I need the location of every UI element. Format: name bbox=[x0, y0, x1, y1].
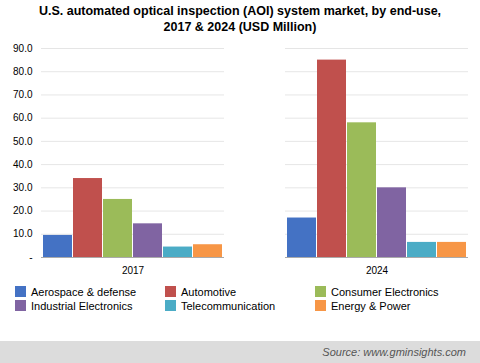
html-text:Telecommunication: Telecommunication bbox=[181, 299, 276, 312]
svg-text:70.0: 70.0 bbox=[13, 89, 33, 100]
html-text:Industrial Electronics: Industrial Electronics bbox=[31, 299, 133, 312]
svg-text:50.0: 50.0 bbox=[13, 135, 33, 146]
svg-text:90.0: 90.0 bbox=[13, 42, 33, 53]
svg-text:80.0: 80.0 bbox=[13, 65, 33, 76]
html-text:Consumer Electronics: Consumer Electronics bbox=[331, 285, 439, 298]
svg-text:2024: 2024 bbox=[366, 264, 389, 275]
html-text:Automotive: Automotive bbox=[181, 285, 236, 298]
svg-text:-: - bbox=[29, 251, 32, 262]
svg-text:40.0: 40.0 bbox=[13, 158, 33, 169]
svg-text:20.0: 20.0 bbox=[13, 205, 33, 216]
html-text:U.S. automated optical inspect: U.S. automated optical inspection (AOI) … bbox=[38, 4, 442, 35]
svg-text:10.0: 10.0 bbox=[13, 228, 33, 239]
html-text:Aerospace & defense: Aerospace & defense bbox=[31, 285, 137, 298]
html-text:Source: www.gminsights.com: Source: www.gminsights.com bbox=[322, 346, 466, 358]
svg-text:30.0: 30.0 bbox=[13, 182, 33, 193]
html-text:Energy & Power: Energy & Power bbox=[331, 299, 411, 312]
svg-text:2017: 2017 bbox=[122, 264, 145, 275]
svg-text:60.0: 60.0 bbox=[13, 112, 33, 123]
